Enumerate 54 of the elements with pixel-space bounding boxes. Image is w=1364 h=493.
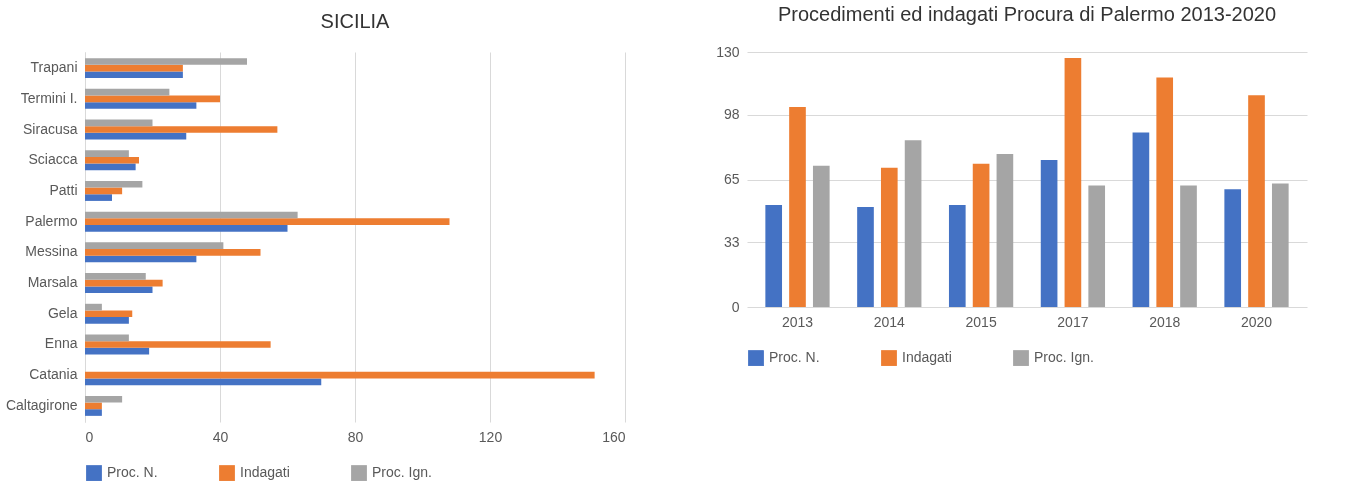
- x-tick-label: 2020: [1240, 313, 1273, 330]
- y-tick-label: Patti: [49, 181, 78, 198]
- y-tick-label: Sciacca: [28, 151, 78, 168]
- y-tick-label: 65: [723, 171, 740, 187]
- y-tick-label: Messina: [25, 243, 78, 260]
- legend-label: Proc. N.: [107, 464, 158, 481]
- bar: [1271, 183, 1289, 307]
- legend-label: Indagati: [902, 349, 952, 366]
- bar: [1040, 159, 1058, 307]
- y-tick-label: Gela: [47, 304, 78, 321]
- y-tick-label: Palermo: [25, 212, 78, 229]
- x-tick-label: 120: [478, 428, 503, 445]
- y-tick-label: Enna: [44, 335, 78, 352]
- y-tick-label: 130: [716, 43, 740, 60]
- bar: [1132, 132, 1150, 307]
- bar: [1088, 185, 1106, 307]
- bar: [1248, 95, 1265, 307]
- y-tick-label: Termini I.: [20, 89, 78, 106]
- legend-label: Proc. N.: [769, 349, 820, 366]
- x-tick-label: 2015: [965, 313, 997, 330]
- y-tick-label: Marsala: [27, 274, 78, 291]
- bar: [765, 205, 783, 307]
- y-tick-label: Siracusa: [23, 120, 78, 137]
- x-tick-label: 2014: [873, 313, 906, 330]
- y-tick-label: 98: [723, 106, 740, 123]
- legend-label: Proc. Ign.: [1034, 349, 1094, 366]
- chart-title: SICILIA: [320, 10, 391, 32]
- bar: [904, 140, 922, 307]
- bar: [880, 167, 898, 307]
- x-tick-label: 2018: [1149, 313, 1181, 330]
- bar: [996, 154, 1014, 307]
- x-tick-label: 40: [212, 428, 229, 445]
- x-tick-label: 80: [347, 428, 364, 445]
- legend-label: Indagati: [240, 464, 290, 481]
- legend-label: Proc. Ign.: [372, 464, 432, 481]
- bar: [1180, 185, 1197, 307]
- bar: [789, 106, 806, 307]
- bar: [1224, 189, 1242, 307]
- y-tick-label: Trapani: [30, 59, 78, 76]
- x-tick-label: 2017: [1057, 313, 1089, 330]
- bar: [948, 205, 966, 307]
- y-tick-label: Catania: [29, 366, 78, 383]
- x-tick-label: 0: [85, 428, 94, 445]
- y-tick-label: Caltagirone: [5, 396, 78, 413]
- y-tick-label: 33: [723, 233, 740, 250]
- bar: [1156, 77, 1174, 307]
- bar: [812, 165, 830, 307]
- x-tick-label: 2013: [781, 313, 814, 330]
- bar: [857, 206, 874, 307]
- x-tick-label: 160: [602, 428, 626, 445]
- bar: [1064, 57, 1082, 307]
- y-tick-label: 0: [731, 298, 740, 315]
- bar: [972, 163, 990, 307]
- chart-title: Procedimenti ed indagati Procura di Palermo 2013-2020: [777, 3, 1277, 25]
